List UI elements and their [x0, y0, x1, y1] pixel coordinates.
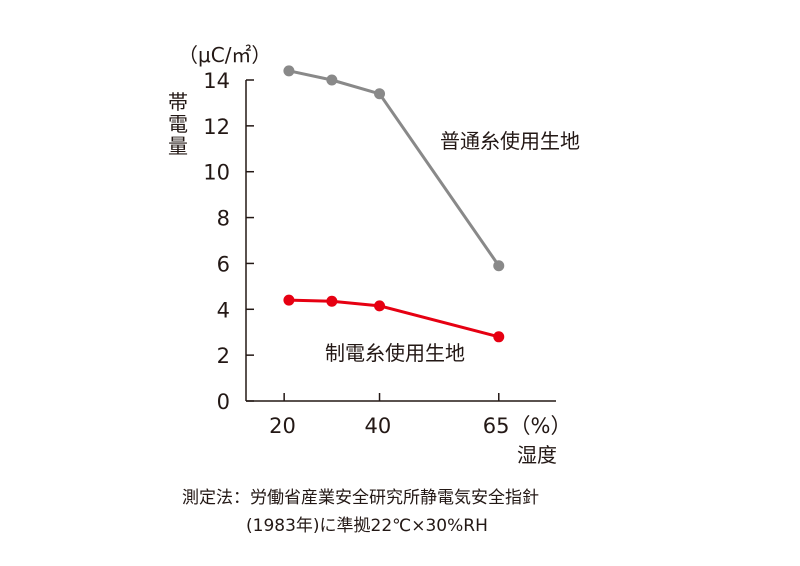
y-tick-label: 12	[203, 115, 230, 139]
footnote-line-2: (1983年)に準拠22℃×30%RH	[246, 516, 488, 536]
x-ticks: 20 40 65（%）	[269, 393, 571, 438]
x-tick-label: 40	[365, 414, 392, 438]
data-point	[283, 65, 295, 77]
footnote-line-1: 測定法：労働省産業安全研究所静電気安全指針	[182, 488, 539, 508]
y-axis-label-char: 電	[168, 112, 188, 136]
data-point	[326, 74, 338, 86]
data-point	[374, 300, 386, 312]
y-tick-label: 0	[217, 390, 230, 414]
data-point	[326, 295, 338, 307]
y-tick-label: 14	[203, 69, 230, 93]
x-tick-label: 65（%）	[483, 414, 572, 438]
y-axis-label-char: 帯	[168, 90, 188, 114]
y-tick-label: 6	[217, 252, 230, 276]
data-point	[493, 260, 505, 272]
y-tick-label: 10	[203, 161, 230, 185]
series-line	[288, 69, 501, 267]
series-label: 普通糸使用生地	[440, 129, 580, 153]
x-tick-label: 20	[269, 414, 296, 438]
x-axis-label: 湿度	[517, 443, 557, 467]
y-tick-label: 2	[217, 344, 230, 368]
series-layer	[283, 65, 505, 343]
series-line	[288, 298, 500, 339]
data-point	[493, 331, 505, 343]
y-tick-label: 8	[217, 207, 230, 231]
data-point	[374, 88, 386, 100]
y-tick-label: 4	[217, 298, 230, 322]
y-axis-label-char: 量	[168, 134, 188, 158]
y-ticks: 0 2 4 6 8 10 12 14	[203, 69, 254, 414]
data-point	[283, 294, 295, 306]
series-label: 制電糸使用生地	[325, 341, 465, 365]
unit-label: （μC/㎡）	[178, 43, 271, 67]
